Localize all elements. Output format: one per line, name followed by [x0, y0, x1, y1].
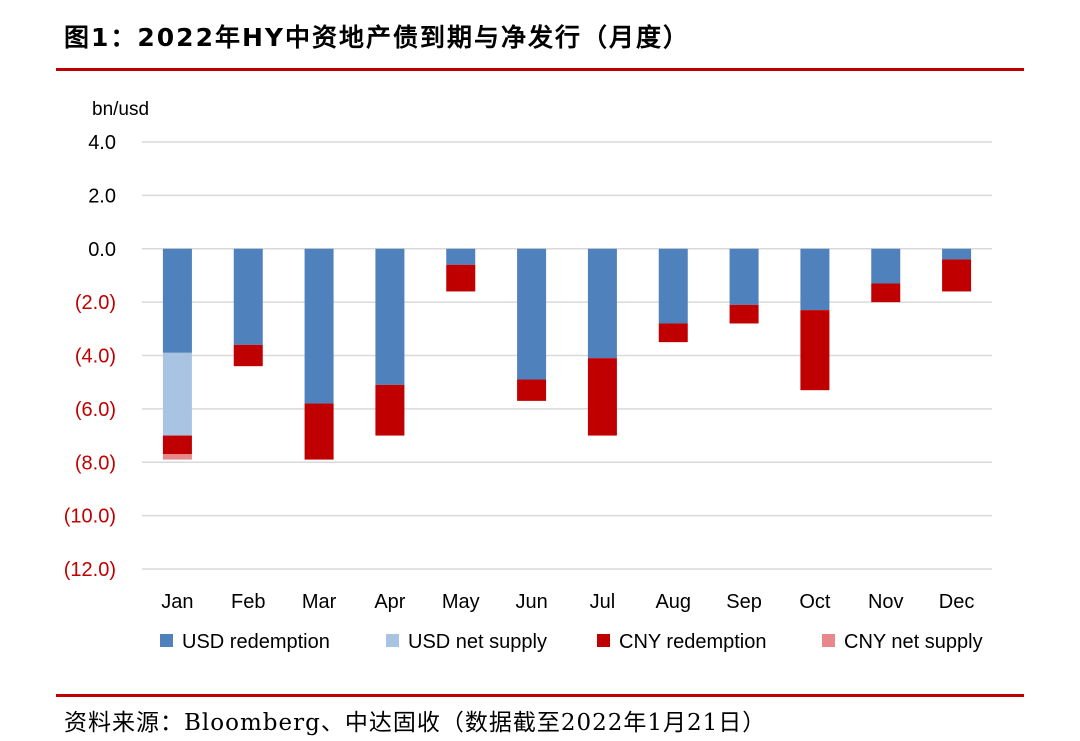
legend-swatch — [386, 634, 399, 647]
title-divider — [56, 68, 1024, 71]
x-tick-label: Dec — [939, 591, 975, 613]
bar-cny-redemption — [517, 379, 547, 401]
y-tick-label: (6.0) — [75, 399, 116, 421]
grid-lines — [142, 141, 992, 570]
unit-label: bn/usd — [92, 99, 149, 120]
x-tick-label: Jun — [515, 591, 547, 613]
bar-cny-redemption — [658, 323, 688, 343]
y-tick-label: (2.0) — [75, 292, 116, 314]
bar-usd-redemption — [233, 248, 263, 345]
source-divider — [56, 694, 1024, 697]
bar-usd-redemption — [162, 248, 192, 353]
x-axis: Jan Feb Mar Apr May Jun Jul Aug Sep Oct Nov Dec — [161, 591, 974, 613]
bar-cny-redemption — [162, 435, 192, 455]
bars — [162, 248, 972, 460]
x-tick-label: Mar — [302, 591, 337, 613]
chart-title: 图1：2022年HY中资地产债到期与净发行（月度） — [64, 23, 691, 52]
bar-usd-redemption — [800, 248, 830, 311]
bar-usd-redemption — [517, 248, 547, 380]
x-tick-label: Apr — [374, 591, 405, 613]
x-tick-label: Feb — [231, 591, 265, 613]
bar-cny-redemption — [304, 403, 334, 460]
bar-usd-redemption — [942, 248, 972, 260]
bar-usd-redemption — [446, 248, 476, 265]
bar-cny-redemption — [871, 283, 901, 303]
legend-entry: USD net supply — [408, 631, 547, 653]
legend-swatch — [822, 634, 835, 647]
y-tick-label: 4.0 — [88, 132, 116, 154]
x-tick-label: Jan — [161, 591, 193, 613]
bar-cny-redemption — [233, 344, 263, 367]
y-axis: 4.0 2.0 0.0 (2.0) (4.0) (6.0) (8.0) (10.0) (12.0… — [64, 132, 116, 581]
legend-entry: USD redemption — [182, 631, 330, 653]
y-tick-label: 0.0 — [88, 239, 116, 261]
legend-swatch — [160, 634, 173, 647]
bar-cny-redemption — [729, 304, 759, 324]
x-tick-label: Aug — [655, 591, 691, 613]
bar-cny-redemption — [587, 358, 617, 436]
y-tick-label: (10.0) — [64, 506, 116, 528]
bar-usd-redemption — [871, 248, 901, 284]
legend: USD redemption USD net supply CNY redempti… — [160, 631, 983, 653]
bar-usd-redemption — [658, 248, 688, 324]
bar-usd-redemption — [304, 248, 334, 404]
bar-cny-redemption — [942, 259, 972, 292]
x-tick-label: Jul — [590, 591, 616, 613]
bar-cny-redemption — [800, 310, 830, 391]
legend-entry: CNY net supply — [844, 631, 983, 653]
y-tick-label: (8.0) — [75, 452, 116, 474]
y-tick-label: 2.0 — [88, 185, 116, 207]
bar-cny-net-supply — [162, 454, 192, 460]
bar-usd-net-supply — [162, 352, 192, 436]
bar-usd-redemption — [729, 248, 759, 305]
source-note: 资料来源：Bloomberg、中达固收（数据截至2022年1月21日） — [64, 710, 767, 736]
bar-cny-redemption — [375, 384, 405, 436]
bar-usd-redemption — [587, 248, 617, 359]
y-tick-label: (12.0) — [64, 559, 116, 581]
legend-swatch — [597, 634, 610, 647]
bar-cny-redemption — [446, 264, 476, 292]
legend-entry: CNY redemption — [619, 631, 766, 653]
y-tick-label: (4.0) — [75, 346, 116, 368]
bar-usd-redemption — [375, 248, 405, 385]
x-tick-label: May — [442, 591, 480, 613]
x-tick-label: Oct — [799, 591, 831, 613]
x-tick-label: Sep — [726, 591, 762, 613]
x-tick-label: Nov — [868, 591, 904, 613]
